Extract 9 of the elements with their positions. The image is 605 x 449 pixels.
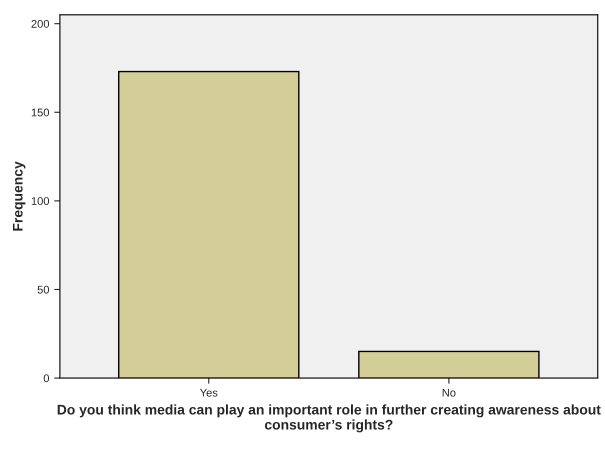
y-tick-label: 0 [44, 374, 50, 382]
y-tick-label: 200 [32, 20, 50, 28]
y-tick-label: 150 [32, 108, 50, 116]
y-tick-label: 50 [38, 286, 50, 294]
x-tick-label: No [442, 388, 456, 397]
y-axis-title: Frequency [12, 161, 26, 231]
x-axis-title: Do you think media can play an important role in further creating awareness about consumer’s rights? [58, 404, 601, 432]
y-tick-label: 100 [32, 197, 50, 206]
x-tick-label: Yes [200, 388, 218, 397]
